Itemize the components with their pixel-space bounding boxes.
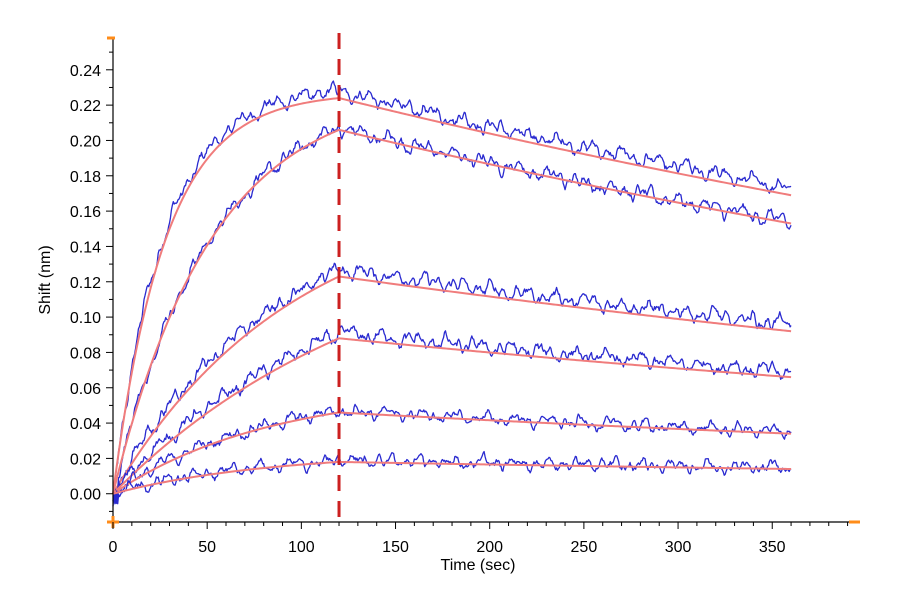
axes: 0 50 100 150 200 250 300 350 0.00 0.02 0.04 0.06 0.0… (70, 36, 860, 556)
raw-trace-curve-3 (112, 262, 792, 504)
fit-curve-curve-3 (112, 275, 792, 495)
x-tick-label: 100 (288, 539, 315, 556)
fit-curve-curve-4 (112, 337, 792, 495)
x-tick-label: 200 (476, 539, 503, 556)
y-tick-label: 0.16 (70, 204, 101, 221)
raw-trace-curve-1 (112, 80, 792, 499)
x-tick-label: 300 (665, 539, 692, 556)
x-tick-label: 0 (109, 539, 118, 556)
y-tick-label: 0.02 (70, 451, 101, 468)
raw-trace-curve-4 (112, 325, 792, 507)
y-tick-label: 0.08 (70, 345, 101, 362)
y-tick-label: 0.06 (70, 381, 101, 398)
y-tick-label: 0.14 (70, 239, 101, 256)
y-tick-label: 0.00 (70, 487, 101, 504)
x-tick-label: 350 (759, 539, 786, 556)
x-tick-label: 50 (198, 539, 216, 556)
y-tick-label: 0.18 (70, 169, 101, 186)
fit-curve-curve-2 (112, 128, 792, 494)
raw-trace-curve-6 (112, 450, 792, 505)
y-tick-label: 0.12 (70, 275, 101, 292)
raw-trace-curve-2 (112, 125, 792, 500)
fit-curve-curve-5 (112, 411, 792, 495)
fit-curve-curve-6 (112, 460, 792, 495)
y-axis-title: Shift (nm) (37, 245, 54, 314)
plot-area (112, 33, 792, 520)
x-axis-title: Time (sec) (441, 557, 516, 574)
y-tick-label: 0.04 (70, 416, 101, 433)
x-tick-label: 150 (382, 539, 409, 556)
y-tick-label: 0.22 (70, 98, 101, 115)
y-tick-label: 0.24 (70, 63, 101, 80)
y-tick-label: 0.10 (70, 310, 101, 327)
y-tick-label: 0.20 (70, 133, 101, 150)
raw-trace-curve-5 (112, 403, 792, 505)
x-tick-label: 250 (571, 539, 598, 556)
fit-curve-curve-1 (112, 97, 792, 494)
